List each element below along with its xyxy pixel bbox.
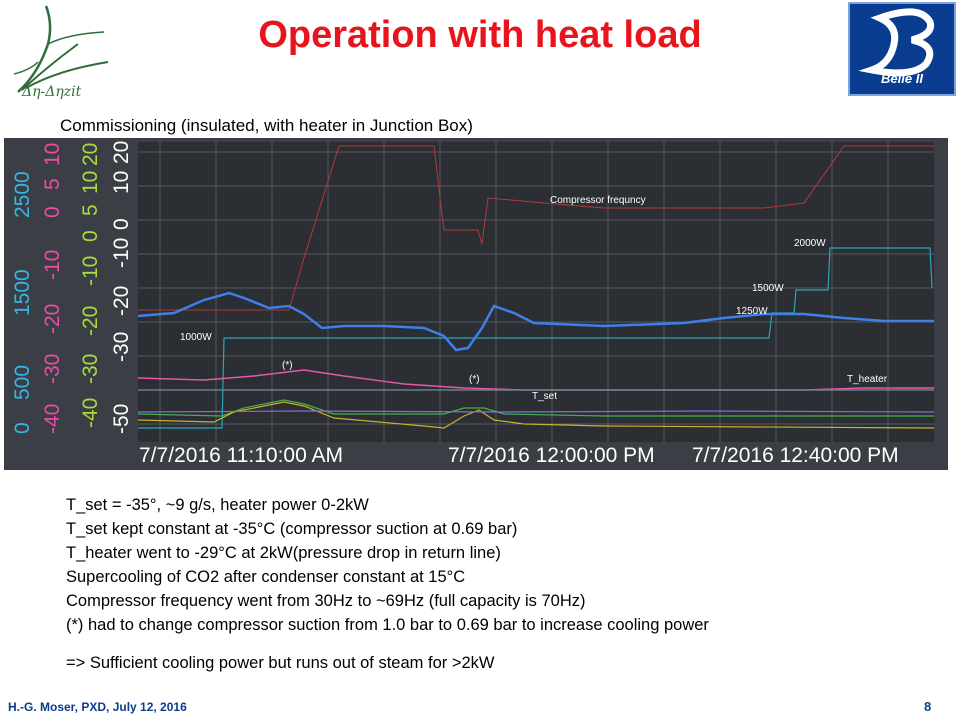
notes: T_set = -35°, ~9 g/s, heater power 0-2kW…	[66, 493, 709, 675]
y-axis-power: 0 500 1500 2500	[11, 171, 34, 434]
y-tick: 0	[11, 422, 34, 434]
y-tick: -10	[41, 250, 64, 280]
y-tick: 0	[41, 206, 64, 218]
y-tick: -10	[110, 238, 133, 268]
y-tick: -50	[110, 404, 133, 434]
y-axis-temp-pink: -40 -30 -20 -10 0 5 10	[41, 143, 64, 434]
compressor-trace	[138, 145, 934, 311]
x-tick: 7/7/2016 12:40:00 PM	[692, 444, 899, 467]
y-tick: -10	[79, 256, 102, 286]
y-tick: 10	[110, 171, 133, 194]
belle-logo: Belle II	[848, 2, 956, 96]
y-tick: -30	[41, 354, 64, 384]
y-axis-temp-white: -50 -30 -20 -10 0 10 20	[110, 141, 133, 434]
footer: H.-G. Moser, PXD, July 12, 2016	[8, 700, 187, 714]
logo-left-text: Δη-Δηzit	[21, 84, 82, 100]
flow-trace	[137, 291, 934, 352]
y-tick: -20	[41, 304, 64, 334]
page-number: 8	[924, 699, 932, 714]
annotation-1000w: 1000W	[180, 332, 212, 343]
annotation-star-1: (*)	[282, 360, 293, 371]
subtitle: Commissioning (insulated, with heater in…	[60, 116, 473, 135]
y-tick: -20	[79, 306, 102, 336]
y-tick: -30	[110, 332, 133, 362]
green-trace	[137, 399, 934, 417]
annotation-star-2: (*)	[469, 374, 480, 385]
y-tick: 0	[79, 230, 102, 242]
y-tick: 500	[11, 365, 34, 400]
note-line: Supercooling of CO2 after condenser cons…	[66, 568, 466, 586]
annotation-1250w: 1250W	[736, 306, 768, 317]
depfet-logo: Δη-Δηzit	[13, 5, 109, 100]
yellow-trace	[137, 401, 935, 429]
annotation-1500w: 1500W	[752, 283, 784, 294]
note-line: T_set kept constant at -35°C (compressor…	[66, 520, 518, 538]
belle-b-icon	[858, 8, 935, 77]
y-tick: -40	[41, 404, 64, 434]
y-tick: 20	[79, 143, 102, 166]
x-tick: 7/7/2016 11:10:00 AM	[139, 444, 343, 467]
page-title: Operation with heat load	[258, 14, 702, 56]
y-tick: -40	[79, 398, 102, 428]
plot-area	[138, 142, 934, 442]
series-group	[137, 145, 935, 429]
y-tick: 20	[110, 141, 133, 164]
y-tick: -30	[79, 354, 102, 384]
annotation-t-set: T_set	[532, 391, 557, 402]
belle-logo-text: Belle II	[881, 71, 923, 86]
y-tick: 5	[79, 204, 102, 216]
y-tick: 0	[110, 218, 133, 230]
note-line: T_heater went to -29°C at 2kW(pressure d…	[66, 544, 501, 562]
annotation-compressor: Compressor frequncy	[550, 195, 646, 206]
annotation-t-heater: T_heater	[847, 374, 888, 385]
purple-trace	[137, 410, 935, 413]
y-axis-temp-green: -40 -30 -20 -10 0 5 10 20	[79, 143, 102, 428]
annotation-2000w: 2000W	[794, 238, 826, 249]
note-line: T_set = -35°, ~9 g/s, heater power 0-2kW	[66, 496, 369, 514]
y-tick: 5	[41, 178, 64, 190]
y-tick: 10	[41, 143, 64, 166]
y-tick: 2500	[11, 171, 34, 218]
y-tick: 1500	[11, 269, 34, 316]
y-tick: 10	[79, 171, 102, 194]
y-tick: -20	[110, 286, 133, 316]
chart: 0 500 1500 2500 -40 -30 -20 -10 0 5 10 -…	[4, 138, 948, 470]
note-line: (*) had to change compressor suction fro…	[66, 616, 709, 634]
note-line: Compressor frequency went from 30Hz to ~…	[66, 592, 586, 610]
x-tick: 7/7/2016 12:00:00 PM	[448, 444, 655, 467]
conclusion: => Sufficient cooling power but runs out…	[66, 654, 495, 672]
